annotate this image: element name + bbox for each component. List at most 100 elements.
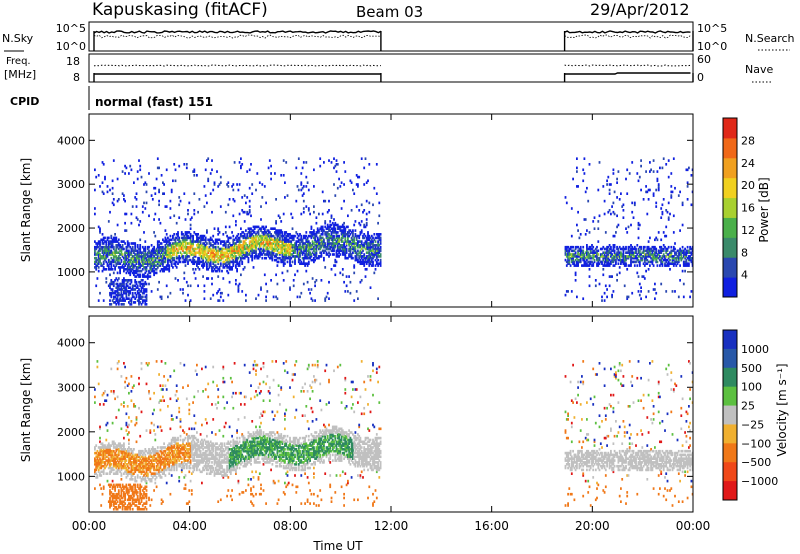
- heatmap-cell: [156, 249, 159, 253]
- heatmap-cell: [333, 238, 335, 242]
- heatmap-cell: [165, 240, 168, 243]
- heatmap-cell: [355, 251, 358, 254]
- heatmap-cell: [355, 244, 358, 247]
- heatmap-cell: [319, 164, 322, 168]
- heatmap-cell: [172, 245, 174, 249]
- heatmap-cell: [126, 256, 129, 260]
- heatmap-cell: [121, 264, 124, 267]
- heatmap-cell: [271, 227, 274, 230]
- heatmap-cell: [279, 253, 281, 256]
- heatmap-cell: [192, 258, 194, 262]
- heatmap-cell: [232, 245, 235, 249]
- heatmap-cell: [645, 262, 647, 265]
- heatmap-cell: [335, 240, 338, 243]
- heatmap-cell: [289, 244, 291, 247]
- heatmap-cell: [112, 507, 115, 511]
- heatmap-cell: [150, 268, 153, 271]
- heatmap-cell: [179, 260, 182, 264]
- heatmap-cell: [165, 268, 168, 271]
- heatmap-cell: [646, 190, 649, 194]
- heatmap-cell: [300, 172, 303, 175]
- heatmap-cell: [209, 242, 212, 245]
- heatmap-cell: [608, 249, 611, 253]
- heatmap-cell: [126, 255, 129, 258]
- heatmap-cell: [115, 297, 118, 300]
- heatmap-cell: [606, 262, 608, 265]
- heatmap-cell: [669, 251, 671, 254]
- heatmap-cell: [131, 288, 134, 291]
- heatmap-cell: [271, 253, 274, 256]
- heatmap-cell: [124, 459, 126, 462]
- heatmap-cell: [138, 269, 140, 273]
- heatmap-cell: [139, 249, 142, 253]
- heatmap-cell: [207, 249, 210, 253]
- heatmap-cell: [253, 236, 256, 240]
- heatmap-cell: [116, 297, 119, 300]
- heatmap-cell: [292, 284, 295, 288]
- heatmap-cell: [255, 234, 257, 238]
- heatmap-cell: [378, 249, 381, 253]
- heatmap-cell: [565, 290, 568, 293]
- heatmap-cell: [224, 210, 227, 214]
- heatmap-cell: [105, 277, 108, 280]
- heatmap-cell: [212, 244, 215, 247]
- heatmap-cell: [128, 286, 130, 289]
- heatmap-cell: [604, 264, 607, 267]
- heatmap-cell: [95, 253, 98, 256]
- heatmap-cell: [358, 244, 361, 247]
- heatmap-cell: [111, 453, 114, 457]
- heatmap-cell: [107, 245, 110, 249]
- heatmap-cell: [617, 249, 620, 253]
- heatmap-cell: [102, 255, 105, 258]
- heatmap-cell: [265, 201, 267, 205]
- heatmap-cell: [94, 262, 96, 265]
- heatmap-cell: [615, 253, 617, 256]
- heatmap-cell: [213, 256, 216, 260]
- heatmap-cell: [265, 238, 267, 242]
- heatmap-cell: [99, 227, 101, 230]
- heatmap-cell: [96, 459, 99, 462]
- heatmap-cell: [198, 268, 201, 271]
- heatmap-cell: [138, 280, 140, 284]
- heatmap-cell: [139, 290, 142, 293]
- heatmap-cell: [300, 236, 303, 240]
- heatmap-cell: [99, 451, 101, 455]
- heatmap-cell: [593, 251, 596, 254]
- heatmap-cell: [134, 284, 137, 288]
- heatmap-cell: [341, 247, 344, 251]
- heatmap-cell: [326, 291, 329, 295]
- heatmap-cell: [576, 262, 578, 265]
- nave-tick-bottom: 0: [697, 71, 704, 84]
- heatmap-cell: [625, 262, 627, 265]
- heatmap-cell: [258, 249, 261, 253]
- heatmap-cell: [282, 242, 285, 245]
- heatmap-cell: [114, 461, 116, 464]
- heatmap-cell: [310, 245, 313, 249]
- heatmap-cell: [110, 500, 113, 503]
- heatmap-cell: [275, 198, 277, 201]
- heatmap-cell: [311, 233, 314, 236]
- heatmap-cell: [576, 157, 578, 160]
- heatmap-cell: [379, 253, 382, 256]
- heatmap-cell: [139, 295, 142, 299]
- heatmap-cell: [223, 262, 226, 265]
- heatmap-cell: [257, 242, 260, 245]
- heatmap-cell: [134, 280, 137, 284]
- heatmap-cell: [282, 264, 285, 267]
- heatmap-cell: [241, 251, 244, 254]
- heatmap-cell: [261, 183, 264, 186]
- heatmap-cell: [572, 253, 574, 256]
- heatmap-cell: [198, 244, 201, 247]
- heatmap-cell: [121, 483, 124, 487]
- heatmap-cell: [114, 453, 116, 457]
- heatmap-cell: [165, 245, 168, 249]
- heatmap-cell: [319, 238, 322, 242]
- heatmap-cell: [121, 297, 124, 300]
- heatmap-cell: [140, 253, 143, 256]
- heatmap-cell: [333, 244, 335, 247]
- heatmap-cell: [123, 442, 125, 445]
- heatmap-cell: [128, 489, 130, 492]
- heatmap-cell: [261, 225, 264, 229]
- heatmap-cell: [240, 256, 242, 260]
- heatmap-cell: [606, 179, 608, 183]
